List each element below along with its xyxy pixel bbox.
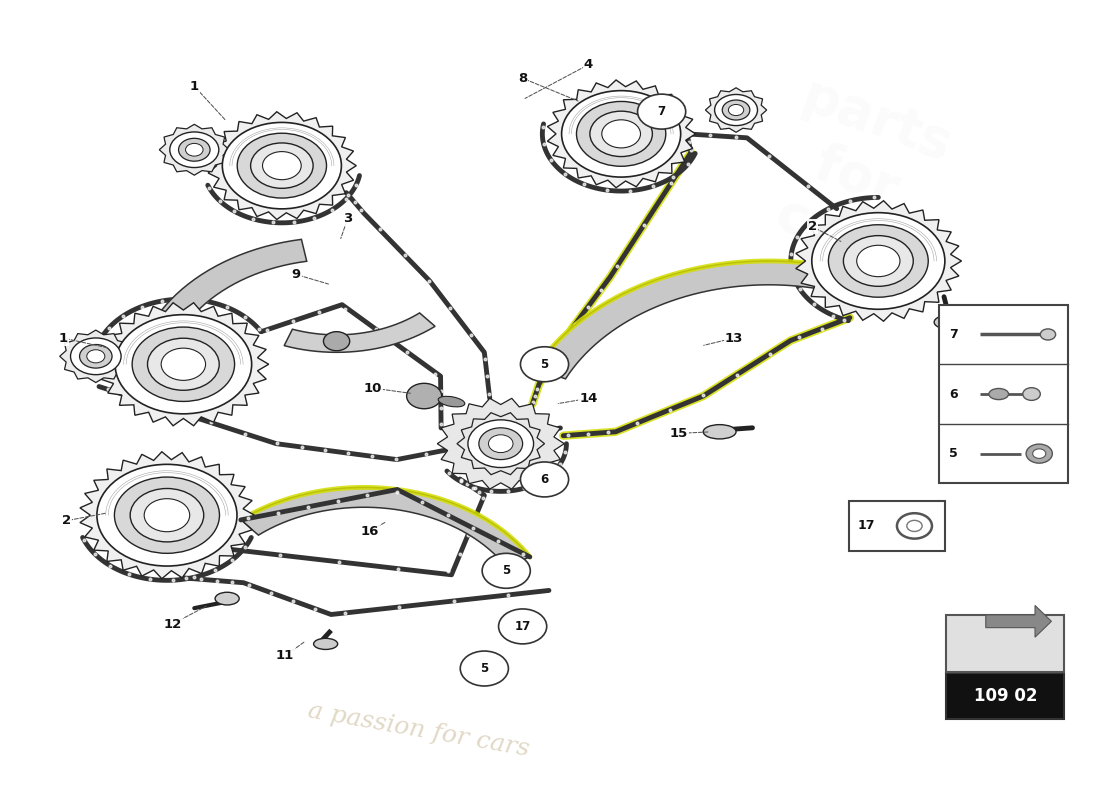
Text: 1: 1 xyxy=(189,80,199,93)
Ellipse shape xyxy=(438,396,465,407)
Ellipse shape xyxy=(314,638,338,650)
Circle shape xyxy=(812,213,945,310)
Text: 5: 5 xyxy=(481,662,488,675)
Text: 3: 3 xyxy=(343,212,352,226)
FancyBboxPatch shape xyxy=(849,501,945,551)
Polygon shape xyxy=(456,413,544,474)
Circle shape xyxy=(715,94,758,126)
Circle shape xyxy=(576,102,665,166)
Polygon shape xyxy=(536,261,836,379)
Text: parts
for
cars: parts for cars xyxy=(754,70,959,285)
Text: 7: 7 xyxy=(658,105,666,118)
Circle shape xyxy=(468,420,534,467)
Circle shape xyxy=(87,350,104,363)
Text: 5: 5 xyxy=(502,564,510,578)
Polygon shape xyxy=(160,124,229,175)
Text: 15: 15 xyxy=(670,427,689,440)
Text: 17: 17 xyxy=(858,519,874,533)
Circle shape xyxy=(896,514,932,538)
Text: 11: 11 xyxy=(276,650,295,662)
Text: 8: 8 xyxy=(518,72,527,85)
Circle shape xyxy=(407,383,442,409)
Polygon shape xyxy=(208,112,356,219)
FancyBboxPatch shape xyxy=(938,305,1068,483)
Ellipse shape xyxy=(216,592,239,605)
Circle shape xyxy=(79,345,112,368)
Text: 2: 2 xyxy=(808,220,817,234)
Text: 2: 2 xyxy=(62,514,70,527)
Circle shape xyxy=(132,327,234,402)
Circle shape xyxy=(562,90,681,177)
Circle shape xyxy=(178,138,210,161)
FancyBboxPatch shape xyxy=(946,674,1065,719)
Circle shape xyxy=(478,428,522,459)
Ellipse shape xyxy=(934,315,965,330)
Circle shape xyxy=(1023,388,1041,400)
Text: 13: 13 xyxy=(725,331,744,345)
Polygon shape xyxy=(134,239,307,410)
Polygon shape xyxy=(705,88,767,132)
Circle shape xyxy=(728,105,744,115)
Polygon shape xyxy=(795,201,961,322)
Circle shape xyxy=(169,132,219,167)
Circle shape xyxy=(144,498,189,532)
Circle shape xyxy=(251,143,314,188)
Text: 6: 6 xyxy=(949,387,958,401)
Text: 10: 10 xyxy=(363,382,382,394)
Circle shape xyxy=(602,120,640,148)
Polygon shape xyxy=(241,487,530,567)
Text: 14: 14 xyxy=(579,392,597,405)
Circle shape xyxy=(723,100,750,120)
Text: 6: 6 xyxy=(540,473,549,486)
Text: 1: 1 xyxy=(58,331,67,345)
Circle shape xyxy=(70,338,121,374)
Polygon shape xyxy=(986,606,1052,637)
Text: 9: 9 xyxy=(292,268,300,281)
FancyBboxPatch shape xyxy=(946,614,1065,672)
Circle shape xyxy=(844,236,913,286)
Circle shape xyxy=(238,134,327,198)
Circle shape xyxy=(114,477,220,554)
Circle shape xyxy=(130,489,204,542)
Polygon shape xyxy=(59,330,132,382)
Circle shape xyxy=(482,554,530,588)
Circle shape xyxy=(186,143,204,156)
Circle shape xyxy=(1033,449,1046,458)
Text: 5: 5 xyxy=(949,447,958,460)
Polygon shape xyxy=(438,398,564,489)
Polygon shape xyxy=(80,452,254,578)
Polygon shape xyxy=(548,80,695,188)
Text: 16: 16 xyxy=(360,525,378,538)
Circle shape xyxy=(97,464,236,566)
Circle shape xyxy=(460,651,508,686)
Circle shape xyxy=(1041,329,1056,340)
Text: 17: 17 xyxy=(515,620,531,633)
Ellipse shape xyxy=(703,425,736,439)
Circle shape xyxy=(498,609,547,644)
Circle shape xyxy=(520,462,569,497)
Circle shape xyxy=(147,338,219,390)
Polygon shape xyxy=(284,313,436,352)
Circle shape xyxy=(520,346,569,382)
Text: 7: 7 xyxy=(949,328,958,341)
Text: 109 02: 109 02 xyxy=(974,687,1037,706)
Polygon shape xyxy=(98,302,268,426)
Circle shape xyxy=(263,151,301,180)
Circle shape xyxy=(857,246,900,277)
Circle shape xyxy=(828,225,928,297)
Circle shape xyxy=(488,434,513,453)
Circle shape xyxy=(222,122,341,209)
Text: a passion for cars: a passion for cars xyxy=(306,699,531,761)
Circle shape xyxy=(162,348,206,380)
Circle shape xyxy=(638,94,685,129)
Circle shape xyxy=(1026,444,1053,463)
Circle shape xyxy=(116,314,252,414)
Ellipse shape xyxy=(989,389,1009,400)
Text: 5: 5 xyxy=(540,358,549,370)
Circle shape xyxy=(590,111,652,157)
Text: 4: 4 xyxy=(584,58,593,71)
Text: 12: 12 xyxy=(163,618,182,630)
Circle shape xyxy=(323,332,350,350)
Circle shape xyxy=(906,520,922,531)
